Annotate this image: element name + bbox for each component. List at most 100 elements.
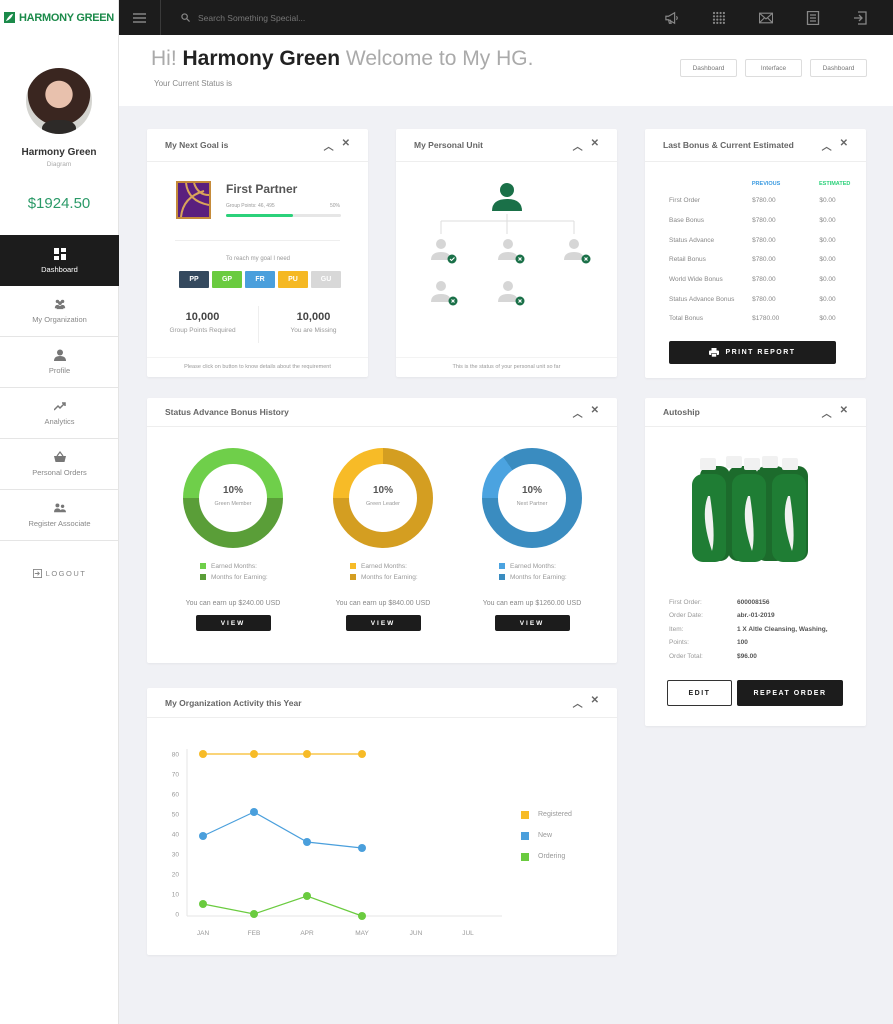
donut-label: Green Leader	[366, 501, 400, 507]
pill-gp[interactable]: GP	[212, 271, 242, 288]
collapse-icon[interactable]: ︿	[572, 699, 583, 710]
greeting: Hi! Harmony Green Welcome to My HG.	[151, 47, 533, 71]
collapse-icon[interactable]: ︿	[323, 141, 334, 153]
logout-label: LOGOUT	[45, 569, 87, 578]
people-icon	[53, 503, 66, 513]
sidebar-nav: Dashboard My Organization Profile Analyt…	[0, 235, 119, 578]
dashboard-icon	[53, 247, 66, 260]
svg-text:10: 10	[172, 892, 180, 899]
mail-button[interactable]	[742, 11, 789, 25]
svg-text:JAN: JAN	[197, 930, 210, 937]
view-button[interactable]: VIEW	[494, 615, 570, 631]
svg-text:JUN: JUN	[410, 930, 423, 937]
megaphone-icon	[664, 11, 678, 24]
exit-button[interactable]	[836, 10, 883, 25]
dashboard-button[interactable]: Dashboard	[680, 59, 737, 77]
sidebar-item-label: My Organization	[32, 315, 87, 324]
topbar-icons	[648, 10, 883, 25]
goal-rank: First Partner	[226, 182, 298, 196]
interface-button[interactable]: Interface	[745, 59, 802, 77]
sidebar-item-profile[interactable]: Profile	[0, 337, 119, 388]
activity-line-chart: 0 10 20 30 40 50 60 70 80 JAN FEB APR MAY JUN JUL	[172, 749, 502, 937]
sidebar-item-label: Profile	[48, 366, 71, 375]
earn-text: You can earn up $1260.00 USD	[482, 600, 582, 607]
autoship-details: First Order: 600008156 Order Date: abr.-01…	[669, 599, 828, 660]
sidebar-item-personal-orders[interactable]: Personal Orders	[0, 439, 119, 490]
donut-chart	[183, 448, 283, 548]
personal-unit-card: My Personal Unit ︿ ✕ This is the status o…	[396, 129, 617, 377]
legend-item-registered: Registered	[521, 804, 572, 825]
goal-progress-bar	[226, 214, 341, 217]
trending-up-icon	[53, 402, 66, 411]
print-report-button[interactable]: PRINT REPORT	[669, 341, 836, 364]
close-icon[interactable]: ✕	[341, 137, 350, 149]
donut-percent: 10%	[372, 485, 393, 496]
missing-label: You are Missing	[290, 327, 337, 334]
brand-logo[interactable]: HARMONY GREEN	[0, 0, 118, 35]
person-icon	[53, 349, 66, 361]
pill-pu[interactable]: PU	[278, 271, 308, 288]
menu-toggle-button[interactable]	[119, 0, 161, 35]
card-title: My Personal Unit	[414, 140, 483, 150]
chart-legend: Registered New Ordering	[521, 804, 572, 867]
svg-text:80: 80	[172, 752, 180, 759]
basket-icon	[53, 451, 66, 462]
donut-label: Green Member	[214, 501, 252, 507]
balance-amount: $1924.50	[27, 195, 91, 212]
close-icon[interactable]: ✕	[839, 137, 848, 149]
collapse-icon[interactable]: ︿	[572, 408, 583, 420]
card-title: Status Advance Bonus History	[165, 407, 289, 417]
pill-fr[interactable]: FR	[245, 271, 275, 288]
search-bar[interactable]: Search Something Special...	[181, 13, 648, 23]
bonus-history-card: Status Advance Bonus History ︿ ✕ 10% Green…	[147, 398, 617, 663]
close-icon[interactable]: ✕	[590, 137, 599, 149]
donut-chart	[333, 448, 433, 548]
dashboard-button-2[interactable]: Dashboard	[810, 59, 867, 77]
column-header-estimated: ESTIMATED	[819, 181, 851, 187]
announcements-button[interactable]	[648, 11, 695, 25]
sidebar-item-my-organization[interactable]: My Organization	[0, 286, 119, 337]
sidebar-item-analytics[interactable]: Analytics	[0, 388, 119, 439]
repeat-order-button[interactable]: REPEAT ORDER	[737, 680, 843, 706]
greeting-welcome: Welcome to My HG.	[345, 47, 534, 70]
activity-card: My Organization Activity this Year ︿ ✕ 0 1…	[147, 688, 617, 955]
collapse-icon[interactable]: ︿	[821, 141, 832, 153]
exit-icon	[853, 10, 867, 25]
close-icon[interactable]: ✕	[839, 404, 848, 416]
svg-text:60: 60	[172, 792, 180, 799]
print-report-label: PRINT REPORT	[725, 349, 796, 356]
apps-button[interactable]	[695, 11, 742, 25]
profile-name: Harmony Green	[21, 147, 97, 158]
pill-pp[interactable]: PP	[179, 271, 209, 288]
leader-person-icon	[492, 183, 522, 211]
close-icon[interactable]: ✕	[590, 695, 599, 706]
earn-text: You can earn up $240.00 USD	[185, 600, 281, 607]
table-row: Status Advance Bonus $780.00 $0.00	[669, 295, 836, 303]
collapse-icon[interactable]: ︿	[572, 141, 583, 153]
legend-item-ordering: Ordering	[521, 846, 572, 867]
sidebar-item-register-associate[interactable]: Register Associate	[0, 490, 119, 541]
view-button[interactable]: VIEW	[345, 615, 421, 631]
logout-button[interactable]: LOGOUT	[0, 569, 119, 578]
svg-text:JUL: JUL	[462, 930, 474, 937]
collapse-icon[interactable]: ︿	[821, 408, 832, 420]
donut-chart	[482, 448, 582, 548]
edit-button[interactable]: EDIT	[667, 680, 732, 706]
progress-percent: 50%	[330, 203, 341, 209]
documents-button[interactable]	[789, 10, 836, 25]
rank-badge-icon	[176, 181, 211, 219]
close-icon[interactable]: ✕	[590, 404, 599, 416]
search-input[interactable]: Search Something Special...	[198, 12, 306, 23]
sidebar-item-label: Register Associate	[28, 519, 91, 528]
product-image	[692, 456, 808, 562]
donut-legend: Earned Months: Months for Earning:	[482, 561, 582, 583]
pill-gu[interactable]: GU	[311, 271, 341, 288]
required-value: 10,000	[185, 311, 220, 323]
view-button[interactable]: VIEW	[195, 615, 271, 631]
svg-text:50: 50	[172, 812, 180, 819]
printer-icon	[709, 348, 720, 357]
donut-percent: 10%	[222, 485, 243, 496]
avatar[interactable]	[26, 68, 92, 134]
sidebar-item-label: Personal Orders	[32, 468, 87, 477]
sidebar-item-dashboard[interactable]: Dashboard	[0, 235, 119, 286]
